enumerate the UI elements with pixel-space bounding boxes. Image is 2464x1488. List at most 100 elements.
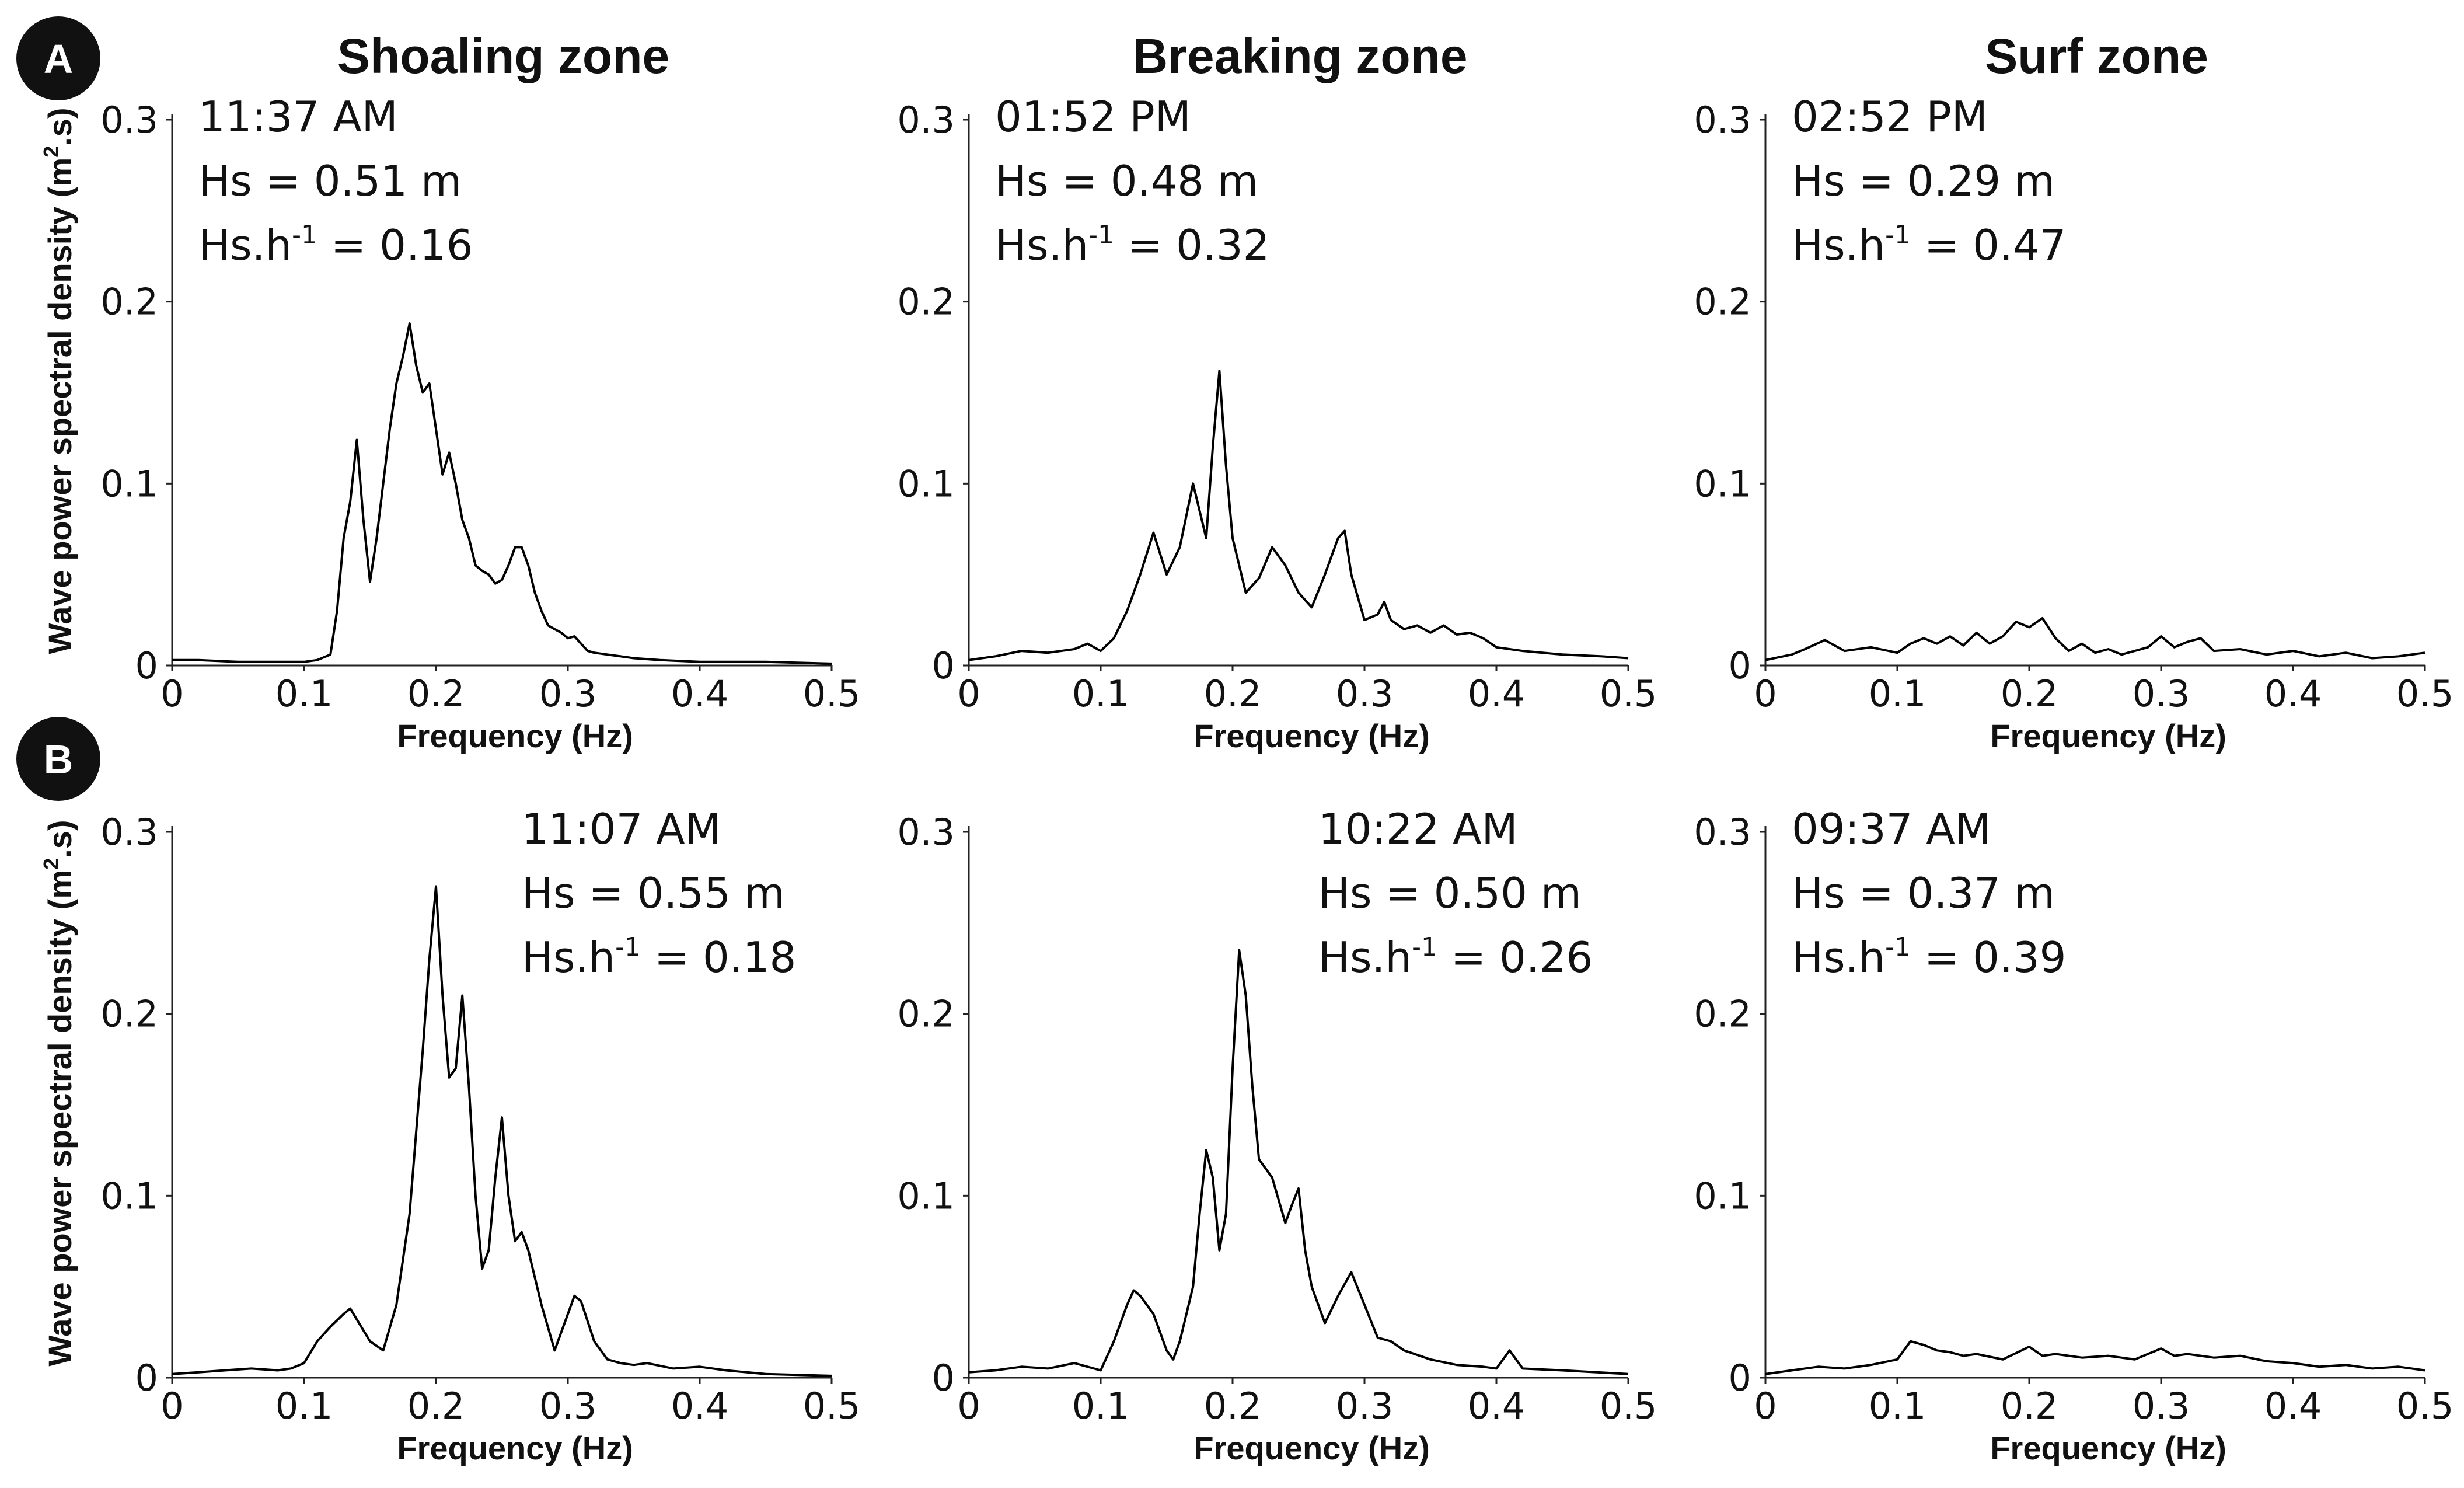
x-axis-label: Frequency (Hz)	[1990, 717, 2226, 754]
annotation-hs-h: Hs.h-1 = 0.16	[198, 220, 473, 270]
panel-b-shoaling-zone: 0 0.1 0.2 0.3 0 0.1 0.2 0.3 0.4 0.5 Frequency (Hz)…	[100, 804, 860, 1466]
row-badge-circle	[16, 717, 100, 801]
spectrum-line	[1765, 1340, 2425, 1375]
x-tick-label: 0.5	[1600, 672, 1657, 715]
x-tick-label: 0.1	[275, 1385, 333, 1427]
y-tick-label: 0.2	[1694, 281, 1751, 323]
x-tick-label: 0	[957, 672, 980, 715]
y-tick-label: 0.1	[100, 1175, 158, 1217]
column-title-3: Surf zone	[1985, 29, 2208, 83]
x-tick-label: 0.1	[1072, 672, 1130, 715]
x-tick-label: 0.2	[2001, 1385, 2058, 1427]
y-tick-label: 0	[1729, 1357, 1751, 1399]
annotation-time: 11:37 AM	[198, 92, 398, 141]
annotation-time: 09:37 AM	[1792, 804, 1991, 853]
x-axis-label: Frequency (Hz)	[397, 1430, 633, 1466]
annotation-hs-h: Hs.h-1 = 0.47	[1792, 220, 2066, 270]
y-tick-label: 0.3	[897, 99, 955, 141]
x-tick-label: 0.2	[407, 672, 465, 715]
chart-panels: 0 0.1 0.2 0.3 0 0.1 0.2 0.3 0.4 0.5 Frequency (Hz)…	[100, 92, 2453, 1466]
panel-a-surf-zone: 0 0.1 0.2 0.3 0 0.1 0.2 0.3 0.4 0.5 Frequency (Hz)…	[1694, 92, 2453, 754]
x-tick-label: 0.3	[539, 1385, 597, 1427]
annotation-time: 11:07 AM	[522, 804, 721, 853]
x-axis-label: Frequency (Hz)	[1990, 1430, 2226, 1466]
x-tick-label: 0.4	[671, 672, 729, 715]
x-tick-label: 0.2	[407, 1385, 465, 1427]
annotation-hs: Hs = 0.55 m	[522, 869, 785, 918]
y-tick-label: 0.1	[1694, 1175, 1751, 1217]
x-tick-label: 0.3	[1336, 672, 1394, 715]
x-tick-label: 0.3	[539, 672, 597, 715]
annotation-hs: Hs = 0.48 m	[995, 156, 1258, 205]
x-tick-label: 0.5	[2396, 1385, 2454, 1427]
row-badge-b: B	[16, 717, 100, 801]
y-tick-label: 0.3	[100, 99, 158, 141]
row-badge-a: A	[16, 16, 100, 100]
annotation-hs: Hs = 0.50 m	[1318, 869, 1582, 918]
annotation-hs-h: Hs.h-1 = 0.18	[522, 932, 796, 982]
x-tick-label: 0	[1754, 1385, 1777, 1427]
y-axis-label: Wave power spectral density (m2.s)	[39, 820, 78, 1366]
x-tick-label: 0	[160, 672, 183, 715]
panel-a-shoaling-zone: 0 0.1 0.2 0.3 0 0.1 0.2 0.3 0.4 0.5 Frequency (Hz)…	[100, 92, 860, 754]
x-tick-label: 0.2	[1204, 1385, 1262, 1427]
x-tick-label: 0.1	[1869, 672, 1926, 715]
annotation-hs: Hs = 0.37 m	[1792, 869, 2055, 918]
y-tick-label: 0.2	[1694, 993, 1751, 1036]
x-tick-label: 0	[1754, 672, 1777, 715]
x-tick-label: 0.1	[1869, 1385, 1926, 1427]
x-tick-label: 0.3	[2133, 1385, 2190, 1427]
y-tick-label: 0.2	[100, 281, 158, 323]
row-badge-letter: B	[44, 737, 74, 782]
x-tick-label: 0.4	[671, 1385, 729, 1427]
spectrum-line	[968, 370, 1629, 661]
row-badge-letter: A	[44, 36, 74, 82]
x-tick-label: 0.5	[803, 672, 861, 715]
column-title-1: Shoaling zone	[337, 29, 669, 83]
y-tick-label: 0.1	[100, 462, 158, 505]
y-tick-label: 0.1	[897, 1175, 955, 1217]
panel-b-surf-zone: 0 0.1 0.2 0.3 0 0.1 0.2 0.3 0.4 0.5 Frequency (Hz)…	[1694, 804, 2453, 1466]
annotation-hs: Hs = 0.51 m	[198, 156, 462, 205]
x-tick-label: 0.2	[2001, 672, 2058, 715]
y-tick-label: 0	[932, 644, 955, 687]
row-badge-circle	[16, 16, 100, 100]
y-tick-label: 0.3	[1694, 811, 1751, 853]
y-tick-label: 0.2	[100, 993, 158, 1036]
annotation-hs: Hs = 0.29 m	[1792, 156, 2055, 205]
x-axis-label: Frequency (Hz)	[1193, 1430, 1430, 1466]
x-tick-label: 0	[160, 1385, 183, 1427]
annotation-hs-h: Hs.h-1 = 0.32	[995, 220, 1269, 270]
x-tick-label: 0.5	[803, 1385, 861, 1427]
y-axis-label: Wave power spectral density (m2.s)	[39, 107, 78, 654]
column-titles: Shoaling zone Breaking zone Surf zone	[337, 29, 2208, 83]
panel-a-breaking-zone: 0 0.1 0.2 0.3 0 0.1 0.2 0.3 0.4 0.5 Frequency (Hz)…	[897, 92, 1657, 754]
annotation-hs-h: Hs.h-1 = 0.26	[1318, 932, 1593, 982]
annotation-time: 10:22 AM	[1318, 804, 1518, 853]
x-tick-label: 0.3	[1336, 1385, 1394, 1427]
annotation-hs-h: Hs.h-1 = 0.39	[1792, 932, 2066, 982]
y-tick-label: 0.3	[100, 811, 158, 853]
x-tick-label: 0.5	[1600, 1385, 1657, 1427]
column-title-2: Breaking zone	[1133, 29, 1468, 83]
y-tick-label: 0.2	[897, 281, 955, 323]
x-tick-label: 0.4	[2264, 1385, 2322, 1427]
spectrum-line	[968, 949, 1629, 1375]
y-tick-label: 0	[135, 644, 158, 687]
x-tick-label: 0.4	[1468, 672, 1526, 715]
spectrum-line	[172, 885, 832, 1377]
y-tick-label: 0	[932, 1357, 955, 1399]
y-tick-label: 0.2	[897, 993, 955, 1036]
x-tick-label: 0.4	[1468, 1385, 1526, 1427]
y-tick-label: 0	[135, 1357, 158, 1399]
y-tick-label: 0	[1729, 644, 1751, 687]
x-tick-label: 0.5	[2396, 672, 2454, 715]
x-axis-label: Frequency (Hz)	[397, 717, 633, 754]
y-axis-labels: Wave power spectral density (m2.s) Wave p…	[39, 107, 78, 1366]
annotation-time: 02:52 PM	[1792, 92, 1988, 141]
y-tick-label: 0.1	[897, 462, 955, 505]
annotation-time: 01:52 PM	[995, 92, 1191, 141]
x-tick-label: 0.4	[2264, 672, 2322, 715]
spectrum-line	[172, 322, 832, 665]
